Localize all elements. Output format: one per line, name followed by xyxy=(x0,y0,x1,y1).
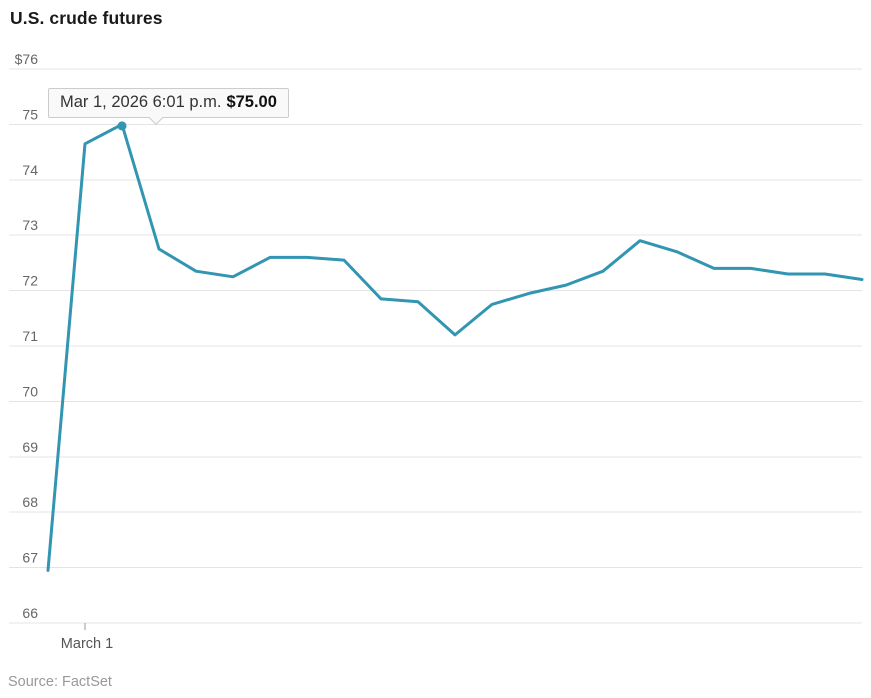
tooltip-date: Mar 1, 2026 6:01 p.m. xyxy=(60,93,222,111)
y-axis-tick-label: 75 xyxy=(22,106,38,122)
y-axis-tick-label: 72 xyxy=(22,273,38,289)
y-axis-tick-label: 67 xyxy=(22,550,38,566)
y-axis-tick-label: 68 xyxy=(22,494,38,510)
chart-title: U.S. crude futures xyxy=(10,8,163,28)
chart-tooltip: Mar 1, 2026 6:01 p.m. $75.00 xyxy=(48,88,289,125)
price-line xyxy=(46,122,864,572)
y-axis-tick-label: 69 xyxy=(22,439,38,455)
x-axis-tick-label: March 1 xyxy=(61,636,113,652)
y-axis-tick-label: 71 xyxy=(22,328,38,344)
source-label: Source: FactSet xyxy=(8,674,112,690)
y-axis-tick-label: $76 xyxy=(15,51,39,67)
y-axis-tick-label: 73 xyxy=(22,217,38,233)
y-axis-tick-label: 74 xyxy=(22,162,38,178)
tooltip-price: $75.00 xyxy=(226,93,277,111)
y-axis-tick-label: 70 xyxy=(22,383,38,399)
highlight-point-marker xyxy=(117,121,127,131)
y-axis-tick-label: 66 xyxy=(22,605,38,621)
